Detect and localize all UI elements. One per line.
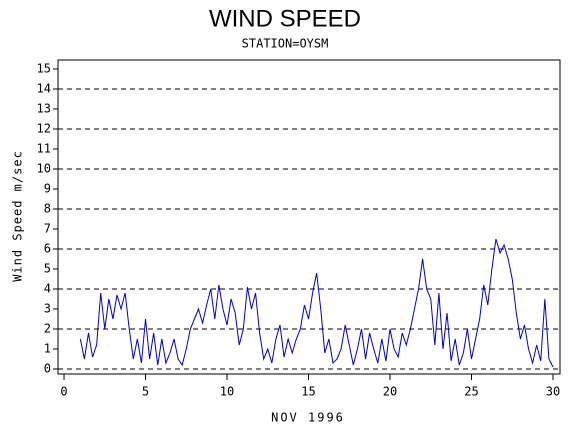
x-tick-label: 5: [142, 385, 149, 399]
x-axis-label: NOV 1996: [271, 411, 345, 425]
x-tick-label: 15: [301, 385, 315, 399]
y-tick-label: 2: [44, 322, 51, 336]
x-tick-label: 20: [383, 385, 397, 399]
chart-subtitle: STATION=OYSM: [242, 37, 329, 51]
x-tick-label: 30: [546, 385, 560, 399]
y-tick-label: 3: [44, 302, 51, 316]
x-tick-label: 0: [60, 385, 67, 399]
y-tick-label: 14: [37, 82, 51, 96]
x-tick-label: 25: [464, 385, 478, 399]
y-tick-label: 5: [44, 262, 51, 276]
y-axis-label: Wind Speed m/sec: [11, 150, 25, 282]
y-tick-label: 11: [37, 142, 51, 156]
plot-frame: [57, 59, 561, 375]
y-tick-label: 15: [37, 62, 51, 76]
y-tick-label: 8: [44, 202, 51, 216]
y-tick-label: 13: [37, 102, 51, 116]
y-tick-label: 6: [44, 242, 51, 256]
data-line: [79, 238, 554, 368]
y-tick-label: 1: [44, 342, 51, 356]
y-tick-label: 9: [44, 182, 51, 196]
x-tick-label: 10: [220, 385, 234, 399]
y-tick-label: 0: [44, 362, 51, 376]
y-tick-label: 7: [44, 222, 51, 236]
chart-title: WIND SPEED: [209, 5, 361, 32]
y-tick-label: 12: [37, 122, 51, 136]
y-tick-label: 4: [44, 282, 51, 296]
y-tick-label: 10: [37, 162, 51, 176]
